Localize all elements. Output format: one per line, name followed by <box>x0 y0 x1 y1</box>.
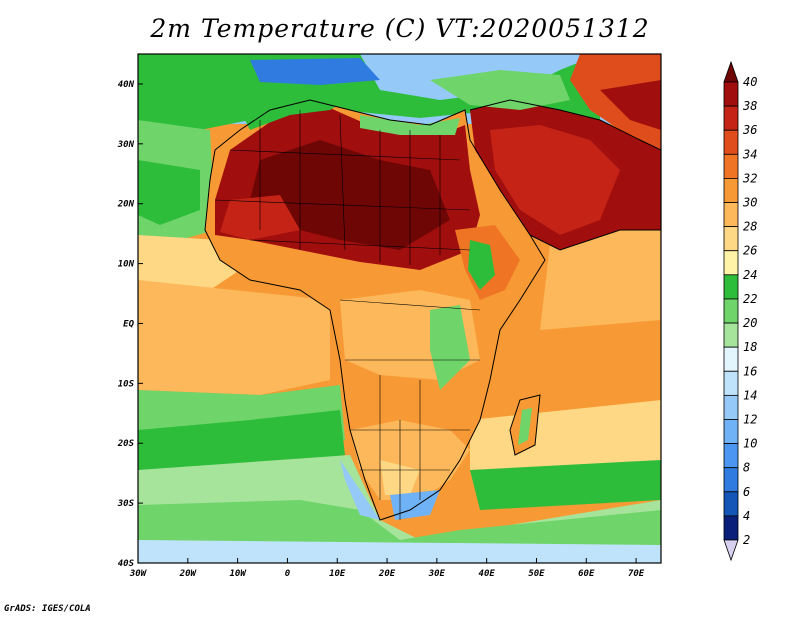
lat-tick-label: 20N <box>117 200 135 210</box>
colorbar-label: 30 <box>742 196 757 210</box>
temperature-field <box>138 54 661 563</box>
colorbar-label: 12 <box>743 412 757 426</box>
colorbar-segment <box>723 178 739 203</box>
lon-tick-label: 20E <box>378 569 396 579</box>
colorbar-segment <box>723 153 739 179</box>
colorbar-label: 36 <box>742 123 757 137</box>
colorbar-label: 6 <box>743 485 750 499</box>
colorbar-label: 4 <box>743 509 750 523</box>
colorbar-label: 32 <box>742 171 757 185</box>
grads-credit: GrADS: IGES/COLA <box>4 604 91 614</box>
colorbar-label: 40 <box>743 75 757 89</box>
colorbar-label: 24 <box>743 268 757 282</box>
colorbar-segment <box>723 250 739 276</box>
colorbar-segment <box>723 129 739 155</box>
lat-tick-label: 10N <box>118 260 135 270</box>
lat-tick-label: 20S <box>117 439 135 449</box>
latitude-axis: 40N 30N 20N 10N EQ 10S 20S 30S 40S <box>117 80 143 569</box>
colorbar-label: 2 <box>743 533 750 547</box>
map-frame <box>137 53 662 564</box>
colorbar-segment <box>723 322 739 348</box>
lon-tick-label: 0 <box>285 569 291 579</box>
colorbar-label: 28 <box>743 220 757 234</box>
lon-tick-label: 20W <box>179 569 198 579</box>
colorbar-label: 16 <box>743 364 757 378</box>
colorbar-segment <box>723 515 739 541</box>
longitude-axis: 30W 20W 10W 0 10E 20E 30E 40E 50E 60E 70E <box>129 558 645 579</box>
colorbar-label: 8 <box>743 461 750 475</box>
colorbar-segment <box>723 419 739 444</box>
colorbar-segment <box>723 226 739 252</box>
colorbar-label: 14 <box>743 388 757 402</box>
lat-tick-label: 10S <box>118 379 135 389</box>
colorbar-label: 34 <box>742 147 757 161</box>
colorbar-label: 20 <box>743 316 757 330</box>
colorbar-top-triangle <box>723 60 739 83</box>
colorbar-label: 18 <box>743 340 757 354</box>
lon-tick-label: 30E <box>428 569 446 579</box>
colorbar-segment <box>723 298 739 324</box>
colorbar-label: 22 <box>743 292 757 306</box>
colorbar-segment <box>723 443 739 469</box>
lon-tick-label: 10E <box>329 569 346 579</box>
colorbar-segment <box>723 370 739 396</box>
colorbar-segment <box>723 81 739 107</box>
colorbar-label: 38 <box>742 99 757 113</box>
colorbar-segment <box>723 105 739 131</box>
colorbar-label: 10 <box>743 437 757 451</box>
colorbar-segment <box>723 467 739 493</box>
lon-tick-label: 60E <box>578 569 595 579</box>
lon-tick-label: 30W <box>129 569 148 579</box>
lat-tick-label: 40S <box>118 559 135 569</box>
colorbar-segment <box>723 274 739 300</box>
lon-tick-label: 10W <box>229 569 247 579</box>
colorbar: 40 38 36 34 32 30 28 26 24 22 20 18 16 14 12 10 8 6 4 2 <box>723 60 757 562</box>
lon-tick-label: 40E <box>479 569 496 579</box>
map-title: 2m Temperature (C) VT:2020051312 <box>150 14 650 43</box>
colorbar-label: 26 <box>743 244 757 258</box>
lat-tick-label: 30N <box>117 140 135 150</box>
lat-tick-label: EQ <box>123 319 134 329</box>
colorbar-segment <box>723 394 739 420</box>
lon-tick-label: 50E <box>528 569 545 579</box>
colorbar-segment <box>723 202 739 228</box>
colorbar-segment <box>723 491 739 517</box>
lat-tick-label: 40N <box>118 80 135 90</box>
lon-tick-label: 70E <box>628 569 645 579</box>
colorbar-bottom-triangle <box>723 539 739 562</box>
lat-tick-label: 30S <box>117 499 135 509</box>
colorbar-segment <box>723 346 739 372</box>
